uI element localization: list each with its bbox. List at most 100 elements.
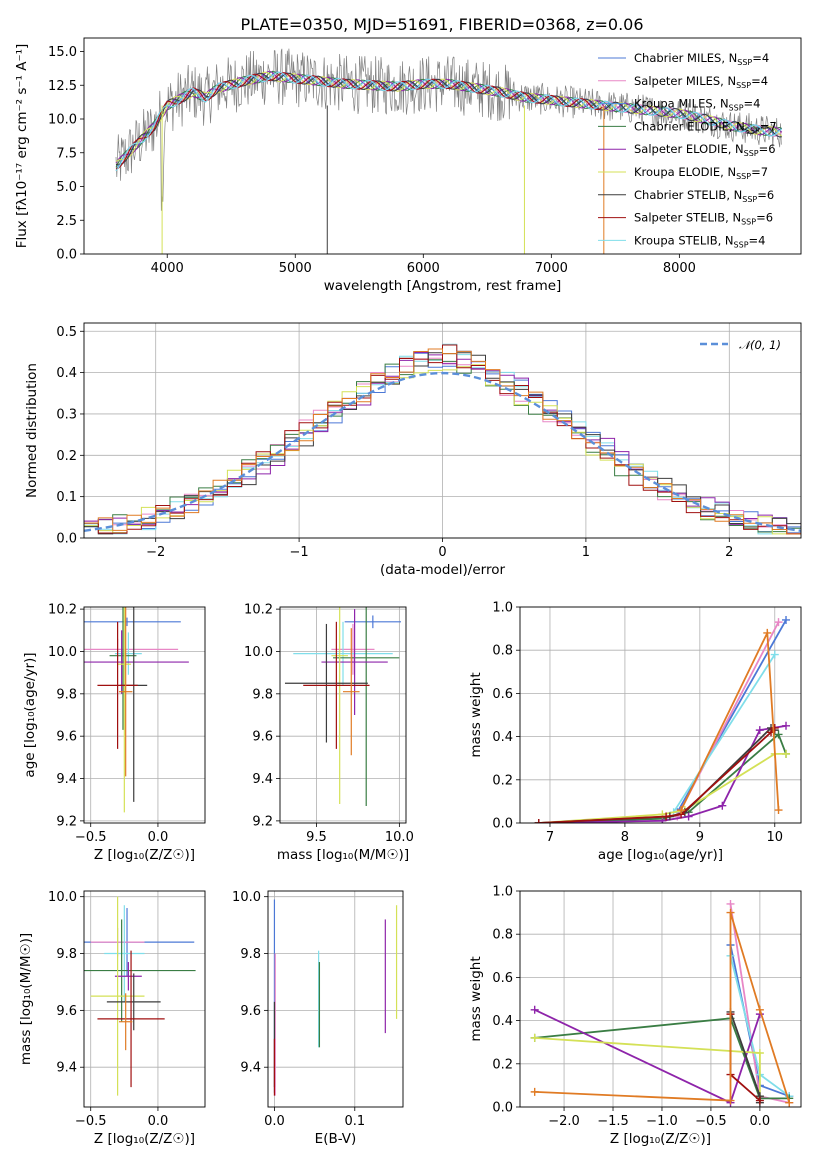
age_vs_mass-panel: 9.5 10.0 9.2 9.4 9.6 9.8 10.0 10.2 mass [log₁₀(M… [244, 603, 414, 863]
mass_vs_Z-ylabel: mass [log₁₀(M/M☉)] [18, 933, 34, 1065]
massweight_vs_age-frame [519, 606, 802, 824]
spectrum-xlabel: wavelength [Angstrom, rest frame] [324, 278, 562, 294]
massweight_vs_Z-panel: −2.0 −1.5 −1.0 −0.5 0.0 0.0 0.2 0.4 0.6 0.8 1.0 Z [… [468, 885, 802, 1147]
spectrum-panel: 4000 5000 6000 7000 8000 0.0 2.5 5.0 7.5 10.0 12.5… [14, 37, 802, 294]
massweight_vs_age-point-marker [718, 801, 727, 810]
age_vs_mass-x-tick-label: 10.0 [385, 830, 414, 845]
mass_vs_Z-x-tick-label: −0.5 [75, 1114, 107, 1129]
spectrum-y-tick-label: 0.0 [56, 248, 77, 263]
age_vs_Z-frame [83, 606, 206, 824]
massweight_vs_Z-y-tick-label: 0.6 [492, 971, 513, 986]
massweight_vs_age-point-marker [534, 819, 543, 823]
spectrum-x-tick-label: 7000 [535, 261, 568, 276]
legend-entry-3: Chabrier ELODIE, NSSP=7 [634, 119, 777, 135]
age_vs_mass-plot-area [284, 607, 402, 807]
residuals-plot-area [84, 343, 801, 535]
residuals-x-tick-label: −2 [146, 545, 165, 560]
massweight_vs_age-x-tick-label: 7 [546, 830, 554, 845]
spectrum-y-tick-label: 10.0 [48, 113, 77, 128]
massweight_vs_age-point-marker [770, 650, 779, 659]
massweight_vs_age-point-marker [677, 806, 686, 815]
spectrum-ylabel: Flux [fλ10⁻¹⁷ erg cm⁻² s⁻¹ A⁻¹] [14, 44, 30, 249]
mass_vs_ebv-y-tick-label: 9.8 [240, 947, 261, 962]
massweight_vs_Z-point-marker [530, 1005, 539, 1014]
age_vs_mass-y-tick-label: 10.0 [244, 645, 273, 660]
massweight_vs_age-point-marker [774, 806, 783, 815]
massweight_vs_age-x-tick-label: 10 [766, 830, 783, 845]
mass_vs_Z-y-tick-label: 9.8 [56, 947, 77, 962]
mass_vs_Z-y-tick-label: 9.6 [56, 1004, 77, 1019]
massweight_vs_Z-plot-area [530, 899, 794, 1107]
mass_vs_ebv-y-tick-label: 9.4 [240, 1061, 261, 1076]
model-spectrum-line-8 [115, 71, 783, 172]
legend-entry-4: Salpeter ELODIE, NSSP=6 [634, 142, 776, 158]
mass_vs_ebv-y-tick-label: 9.6 [240, 1004, 261, 1019]
mass_vs_Z-xlabel: Z [log₁₀(Z/Z☉)] [94, 1131, 195, 1147]
age_vs_mass-y-tick-label: 9.4 [252, 772, 273, 787]
massweight_vs_age-ylabel: mass weight [468, 672, 484, 757]
massweight_vs_age-y-tick-label: 1.0 [492, 601, 513, 616]
normal-curve [84, 371, 801, 532]
spectrum-y-tick-label: 5.0 [56, 180, 77, 195]
mass_vs_Z-y-tick-label: 10.0 [48, 890, 77, 905]
age_vs_Z-ylabel: age [log₁₀(age/yr)] [22, 652, 38, 777]
mass_vs_ebv-x-tick-label: 0.1 [344, 1114, 365, 1129]
massweight_vs_age-point-marker [774, 618, 783, 627]
legend-entry-1: Salpeter MILES, NSSP=4 [634, 74, 768, 90]
massweight_vs_age-point-marker [770, 723, 779, 732]
mass_vs_Z-frame [83, 890, 206, 1108]
massweight_vs_Z-point-marker [755, 1005, 764, 1014]
age_vs_Z-y-tick-label: 9.4 [56, 772, 77, 787]
residuals-y-tick-label: 0.3 [56, 407, 77, 422]
massweight_vs_Z-x-tick-label: −1.0 [646, 1114, 678, 1129]
massweight_vs_Z-x-tick-label: −1.5 [597, 1114, 629, 1129]
residuals-x-tick-label: 0 [438, 545, 446, 560]
massweight_vs_age-y-tick-label: 0.2 [492, 773, 513, 788]
model-spectrum-line-4 [115, 70, 783, 164]
spectrum-plot-area [115, 48, 783, 254]
massweight_vs_age-x-tick-label: 8 [621, 830, 629, 845]
mass_vs_ebv-x-tick-label: 0.0 [264, 1114, 285, 1129]
massweight_vs_age-point-marker [774, 730, 783, 739]
age_vs_Z-panel: −0.5 0.0 9.2 9.4 9.6 9.8 10.0 10.2 Z [log₁₀(Z/Z☉… [22, 603, 206, 863]
massweight_vs_age-y-tick-label: 0.4 [492, 730, 513, 745]
residuals-y-tick-label: 0.0 [56, 532, 77, 547]
legend-entry-normal: 𝒩(0, 1) [739, 338, 781, 352]
residuals-ylabel: Normed distribution [24, 363, 40, 498]
residuals-y-tick-label: 0.2 [56, 449, 77, 464]
age_vs_mass-y-tick-label: 9.6 [252, 730, 273, 745]
figure-title: PLATE=0350, MJD=51691, FIBERID=0368, z=0… [240, 15, 643, 34]
massweight_vs_age-panel: 7 8 9 10 0.0 0.2 0.4 0.6 0.8 1.0 age [log₁₀(age/yr… [468, 601, 802, 863]
massweight_vs_Z-y-tick-label: 1.0 [492, 885, 513, 900]
massweight_vs_age-plot-area [534, 615, 791, 823]
massweight_vs_Z-point-marker [530, 1087, 539, 1096]
massweight_vs_age-series-line-3 [538, 732, 787, 823]
spectrum-y-tick-label: 2.5 [56, 214, 77, 229]
massweight_vs_age-series-line-2 [672, 654, 776, 813]
spectrum-y-tick-label: 7.5 [56, 146, 77, 161]
model-spectrum-line-7 [115, 72, 603, 170]
massweight_vs_age-point-marker [782, 721, 791, 730]
massweight_vs_age-x-tick-label: 9 [696, 830, 704, 845]
massweight_vs_Z-x-tick-label: −0.5 [695, 1114, 727, 1129]
massweight_vs_Z-series-line-5 [534, 1037, 761, 1097]
massweight_vs_Z-y-tick-label: 0.0 [492, 1101, 513, 1116]
legend-entry-6: Chabrier STELIB, NSSP=6 [634, 188, 774, 204]
mass_vs_ebv-panel: 0.0 0.1 9.4 9.6 9.8 10.0 E(B-V) [232, 890, 404, 1147]
age_vs_Z-x-tick-label: 0.0 [148, 830, 169, 845]
massweight_vs_age-xlabel: age [log₁₀(age/yr)] [598, 847, 723, 863]
residuals-x-tick-label: −1 [290, 545, 309, 560]
age_vs_Z-x-tick-label: −0.5 [75, 830, 107, 845]
massweight_vs_Z-y-tick-label: 0.8 [492, 928, 513, 943]
massweight_vs_Z-point-marker [755, 1096, 764, 1105]
spectrum-y-tick-label: 12.5 [48, 79, 77, 94]
mass_vs_Z-x-tick-label: 0.0 [148, 1114, 169, 1129]
massweight_vs_Z-point-marker [726, 899, 735, 908]
massweight_vs_Z-x-tick-label: 0.0 [750, 1114, 771, 1129]
spectrum-legend: Chabrier MILES, NSSP=4 Salpeter MILES, NS… [598, 51, 777, 249]
residuals-y-tick-label: 0.5 [56, 325, 77, 340]
massweight_vs_Z-point-marker [785, 1098, 794, 1107]
age_vs_mass-frame [279, 606, 407, 824]
age_vs_Z-y-tick-label: 9.6 [56, 730, 77, 745]
